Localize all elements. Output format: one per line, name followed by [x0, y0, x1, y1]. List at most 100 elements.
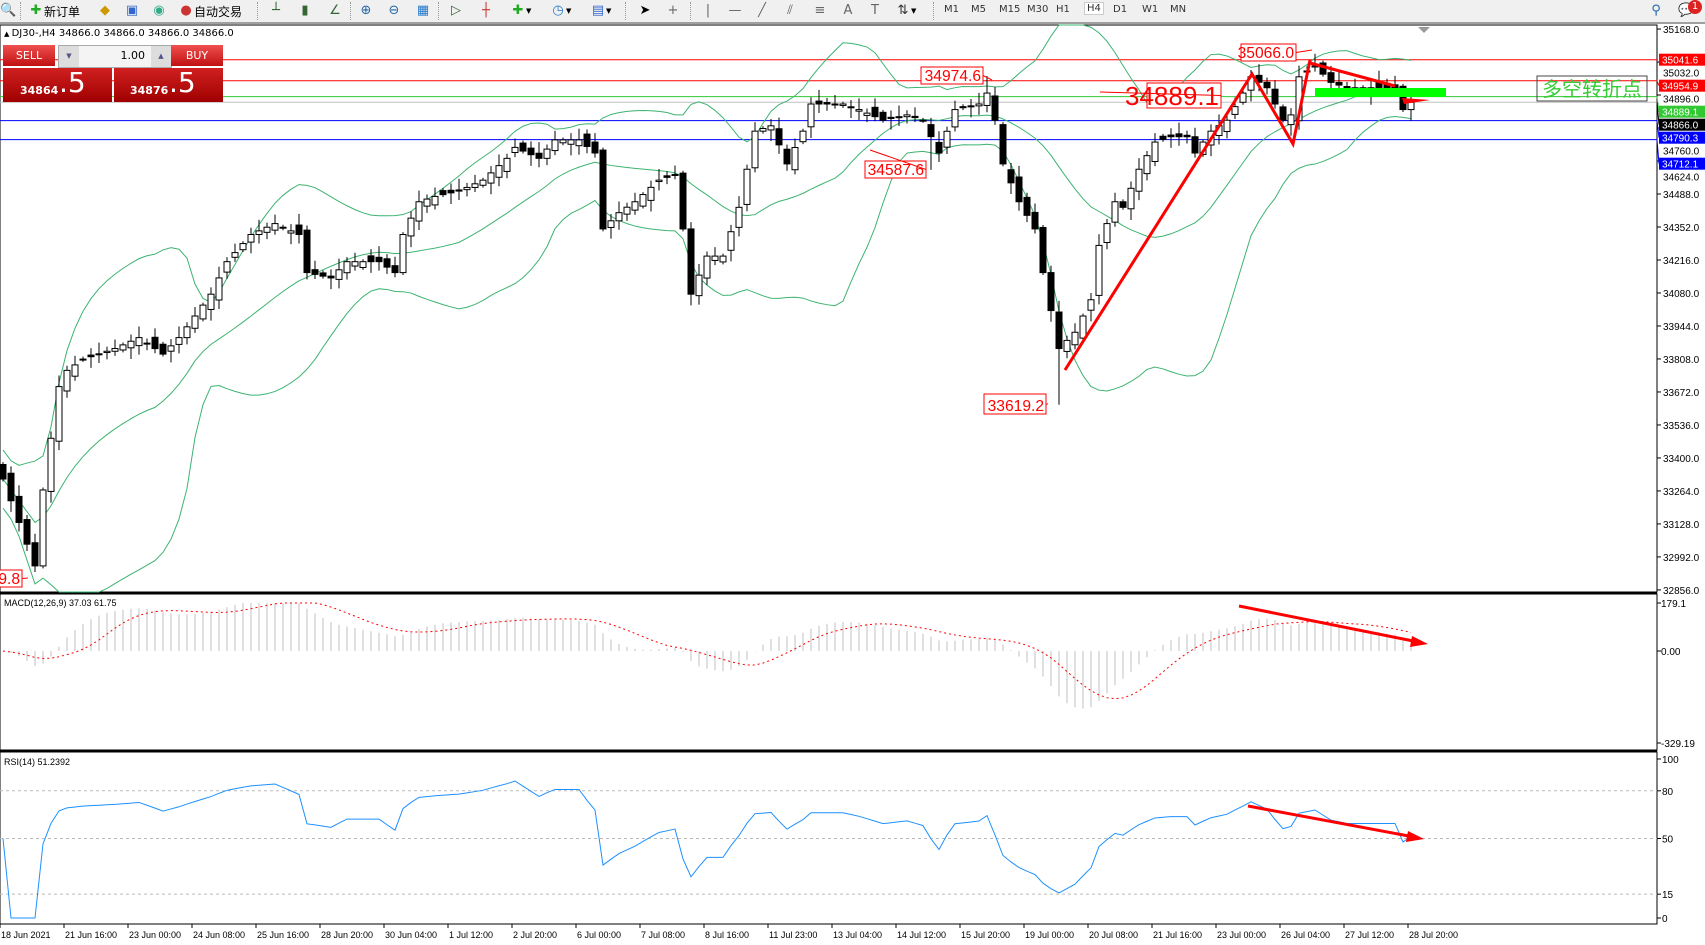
candle [735, 196, 743, 237]
candle-body [231, 252, 239, 258]
candle-body [15, 495, 23, 523]
candle [47, 431, 55, 503]
auto-trading-button[interactable]: ● 自动交易 [178, 2, 242, 20]
line-chart-button[interactable]: ∠ [327, 2, 343, 20]
bar-chart-button[interactable]: ┴ [268, 2, 284, 20]
chart-shift-button[interactable]: ┼ [478, 2, 494, 20]
time-label: 28 Jun 20:00 [321, 930, 373, 940]
candle-body [319, 272, 327, 277]
candle-body [223, 261, 231, 273]
candle [583, 129, 591, 154]
candle [15, 485, 23, 532]
timeframe-d1[interactable]: D1 [1113, 4, 1128, 15]
rsi-axis-label: 50 [1662, 835, 1674, 846]
tile-windows-button[interactable]: ▦ [415, 2, 431, 20]
candle-body [391, 265, 399, 274]
periods-button[interactable]: ◷ ▼ [550, 2, 571, 20]
candle [271, 214, 279, 235]
lot-size-field[interactable]: ▼ 1.00 ▲ [58, 45, 172, 68]
sell-button[interactable]: SELL [3, 45, 55, 66]
navigator-button[interactable]: ▣ [124, 2, 140, 20]
timeframe-h4[interactable]: H4 [1084, 2, 1104, 15]
timeframe-m1[interactable]: M1 [944, 4, 959, 15]
candle [87, 348, 95, 368]
time-label: 24 Jun 08:00 [193, 930, 245, 940]
navigator-icon: ▣ [125, 3, 139, 18]
candlestick-chart-button[interactable]: ▮ [297, 2, 313, 20]
candle [607, 214, 615, 239]
candle [295, 213, 303, 244]
timeframe-h1[interactable]: H1 [1056, 4, 1070, 15]
market-watch-button[interactable]: ◆ [97, 2, 113, 20]
candle [751, 122, 759, 173]
candle [959, 104, 967, 111]
text-tool[interactable]: A [840, 2, 856, 20]
lot-increase-button[interactable]: ▲ [151, 46, 171, 67]
search-button[interactable]: ⚲ [1648, 2, 1664, 20]
candle-body [127, 340, 135, 349]
lot-value[interactable]: 1.00 [120, 49, 146, 62]
candle [231, 243, 239, 262]
timeframe-mn[interactable]: MN [1170, 4, 1187, 15]
candle [655, 169, 663, 191]
candle-body [703, 255, 711, 279]
candle [1167, 128, 1175, 148]
collapse-arrow-icon[interactable]: ▲ [4, 30, 12, 38]
candle [783, 144, 791, 171]
candle [23, 514, 31, 551]
price-tick-label: 33400.0 [1663, 454, 1700, 465]
buy-button[interactable]: BUY [171, 45, 223, 66]
candle-body [1263, 81, 1271, 89]
buy-price-button[interactable]: 34876 .5 [114, 66, 223, 102]
horizontal-line-tool[interactable]: — [727, 2, 743, 20]
timeframe-m30[interactable]: M30 [1027, 4, 1049, 15]
candle-body [0, 463, 7, 480]
zoom-tool-icon[interactable]: 🔍 [0, 3, 17, 18]
zoom-out-button[interactable]: ⊖ [386, 2, 402, 20]
lot-decrease-button[interactable]: ▼ [59, 46, 79, 67]
candle [935, 131, 943, 162]
notifications-button[interactable]: 💬 1 [1678, 0, 1702, 20]
rsi-line [2, 780, 1412, 919]
candle-body [279, 226, 287, 229]
timeframe-m15[interactable]: M15 [999, 4, 1021, 15]
new-order-button[interactable]: ✚ 新订单 [28, 2, 80, 20]
crosshair-tool[interactable]: + [665, 2, 681, 20]
candle-body [271, 223, 279, 231]
arrow-head-icon [1406, 831, 1424, 842]
templates-button[interactable]: ▤ ▼ [590, 2, 612, 20]
arrows-tool[interactable]: ⇅ ▼ [895, 2, 917, 20]
price-tag [1659, 53, 1705, 66]
zoom-in-button[interactable]: ⊕ [358, 2, 374, 20]
equidistant-channel-tool[interactable]: ⫽ [782, 2, 798, 20]
candle-body [1335, 81, 1343, 86]
toolbar-separator [690, 2, 693, 20]
candle [391, 256, 399, 278]
annotation-label: 34974.6 [925, 68, 981, 85]
search-icon: ⚲ [1651, 3, 1661, 18]
dropdown-arrow-icon: ▼ [566, 7, 572, 15]
time-label: 13 Jul 04:00 [833, 930, 882, 940]
timeframe-w1[interactable]: W1 [1142, 4, 1159, 15]
indicators-button[interactable]: ✚ ▼ [510, 2, 532, 20]
sell-price-button[interactable]: 34864 .5 [3, 66, 112, 102]
cursor-tool[interactable]: ➤ [637, 2, 653, 20]
vertical-line-icon: | [705, 3, 711, 18]
candle-body [463, 186, 471, 191]
candle [135, 326, 143, 355]
auto-scroll-button[interactable]: ▷ [448, 2, 464, 20]
fibonacci-tool[interactable]: ≡ [812, 2, 828, 20]
trendline-tool[interactable]: ╱ [754, 2, 770, 20]
candle-body [431, 195, 439, 206]
candle-body [727, 231, 735, 251]
price-tick-label: 33808.0 [1663, 355, 1700, 366]
vertical-line-tool[interactable]: | [700, 2, 716, 20]
signals-button[interactable]: ◉ [151, 2, 167, 20]
candle-body [119, 344, 127, 351]
candle-body [911, 115, 919, 119]
toolbar-separator [625, 2, 628, 20]
text-label-tool[interactable]: T [867, 2, 883, 20]
candle [1079, 313, 1087, 341]
timeframe-m5[interactable]: M5 [971, 4, 986, 15]
